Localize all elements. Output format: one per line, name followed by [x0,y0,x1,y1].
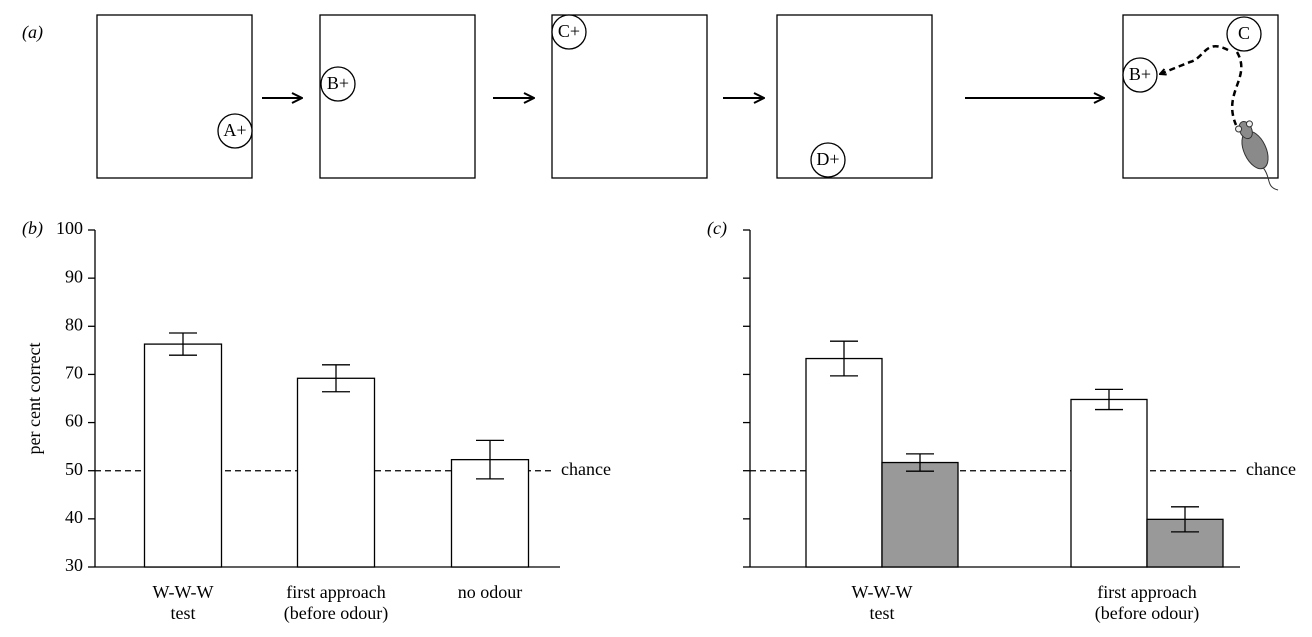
odour-cup [320,66,356,102]
odour-cup [1122,57,1158,93]
panel-label: (b) [22,218,43,239]
odour-cup [1226,16,1262,52]
odour-cup [810,142,846,178]
y-tick-label: 40 [65,507,83,527]
y-tick-label: 70 [65,363,83,383]
bar [881,461,959,568]
y-tick-label: 60 [65,411,83,431]
panel-label: (c) [707,218,727,239]
bar [805,357,883,568]
y-tick-label: 50 [65,459,83,479]
panel-label: (a) [22,22,43,43]
x-tick-label: no odour [457,582,523,602]
cup-label: C+ [558,21,580,41]
x-tick-label: first approach (before odour) [283,582,389,623]
x-tick-label: W-W-W test [851,582,913,623]
mouse [1235,120,1279,191]
bar [1070,398,1148,568]
cup-label: A+ [223,120,246,140]
bar [143,343,223,568]
cup-label: B+ [327,73,349,93]
y-tick-label: 90 [65,266,83,286]
y-tick-label: 100 [56,218,83,238]
cup-label: B+ [1129,64,1151,84]
chance-label: chance [561,459,611,479]
mouse-path [1160,45,1243,126]
chance-label: chance [1246,459,1296,479]
arena-boxes [96,14,1279,179]
odour-cup [551,14,587,50]
cup-label: C [1238,23,1250,43]
y-tick-label: 30 [65,555,83,575]
x-tick-label: first approach (before odour) [1094,582,1200,623]
cup-label: D+ [816,149,839,169]
odour-cup [217,113,253,149]
bar [296,377,376,568]
x-tick-label: W-W-W test [152,582,214,623]
y-tick-label: 80 [65,314,83,334]
y-axis-label: per cent correct [24,343,44,455]
